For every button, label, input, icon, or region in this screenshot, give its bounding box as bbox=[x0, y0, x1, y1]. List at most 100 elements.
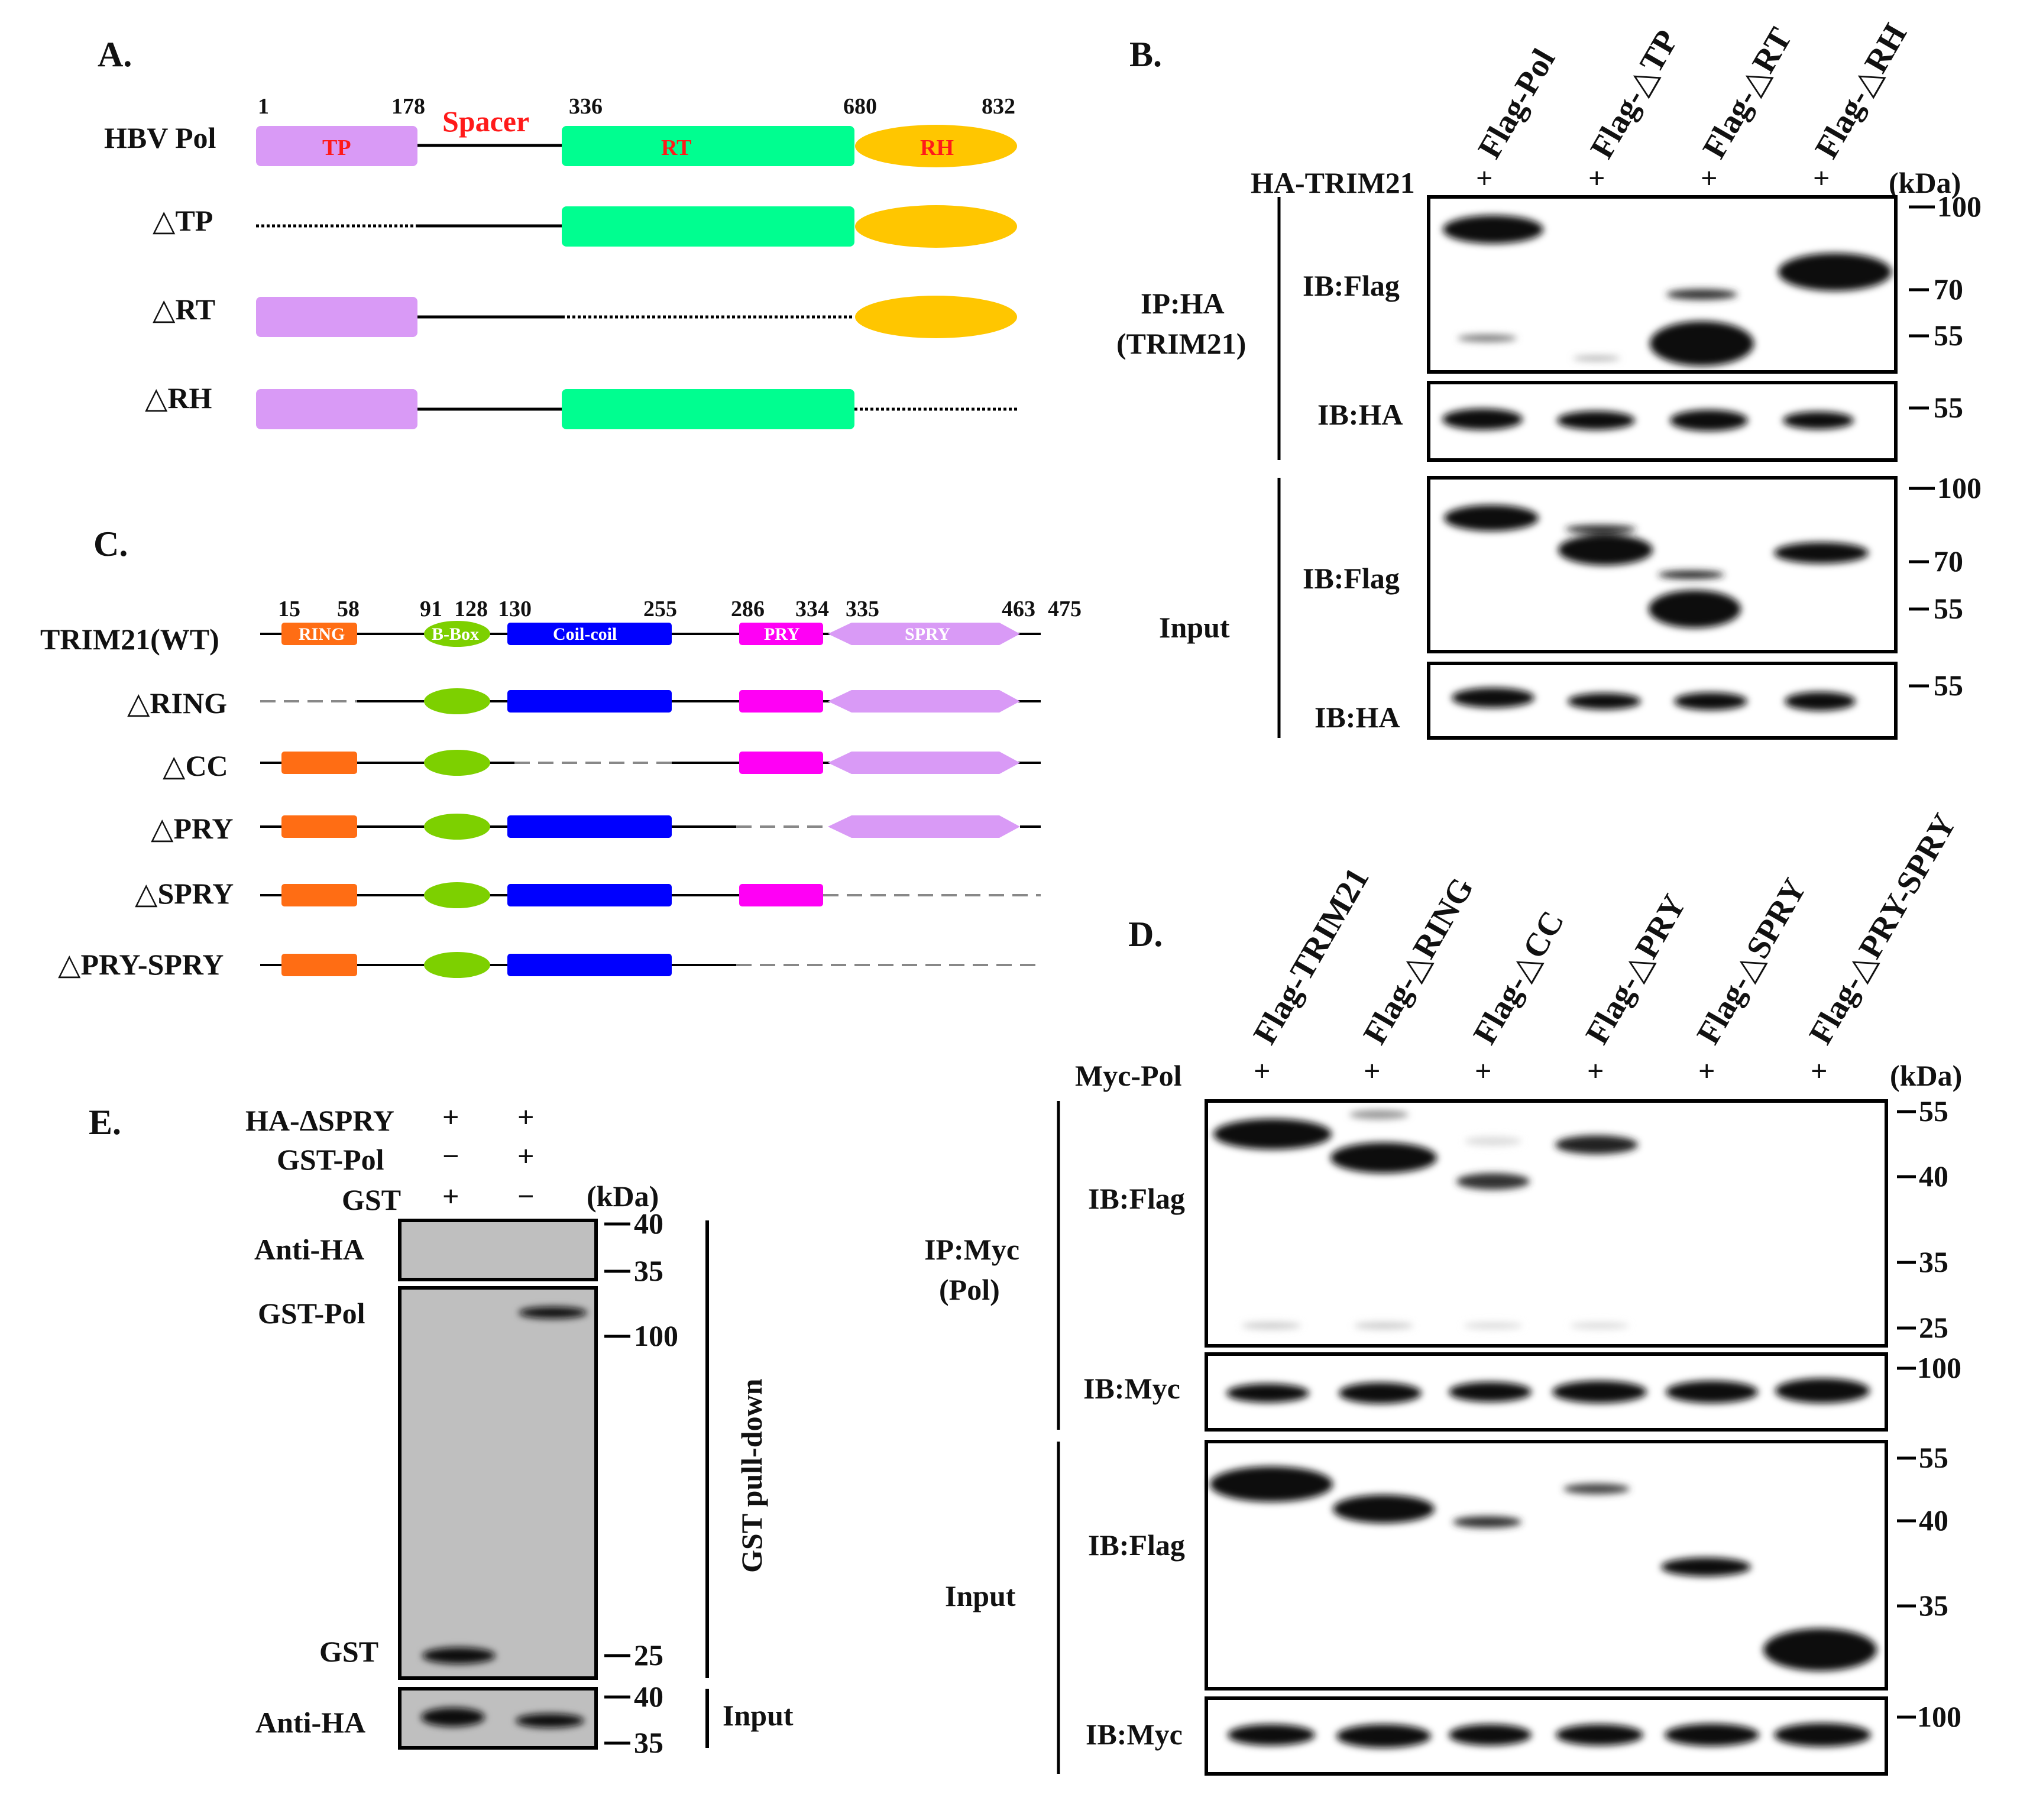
plus-sign: + bbox=[1475, 1054, 1492, 1087]
bbox-domain bbox=[424, 814, 490, 840]
blot-label: GST bbox=[319, 1635, 378, 1668]
marker-label: 35 bbox=[634, 1726, 663, 1759]
input-label: Input bbox=[723, 1699, 794, 1732]
marker-label: 100 bbox=[1937, 190, 1982, 223]
rt-domain-label: RT bbox=[661, 135, 691, 160]
sign: + bbox=[517, 1100, 535, 1134]
marker-label: 100 bbox=[634, 1319, 678, 1352]
lane-label: Flag-△CC bbox=[1466, 905, 1572, 1050]
marker-label: 35 bbox=[634, 1254, 663, 1287]
panel-c: C. 15 58 91 128 130 255 286 334 335 463 … bbox=[40, 524, 1082, 981]
pos-label: 58 bbox=[337, 597, 360, 621]
kda-label: (kDa) bbox=[587, 1180, 659, 1213]
spry-domain bbox=[828, 623, 1020, 645]
panel-a: A. 1 178 336 680 832 Spacer HBV Pol △TP … bbox=[98, 35, 1017, 429]
blot-label: IB:Flag bbox=[1088, 1182, 1185, 1215]
pos-label: 286 bbox=[731, 597, 765, 621]
row-label: △TP bbox=[153, 204, 213, 237]
sign: − bbox=[517, 1180, 535, 1213]
panel-a-label: A. bbox=[98, 35, 132, 74]
marker-label: 40 bbox=[1919, 1160, 1948, 1193]
coil-domain-label: Coil-coil bbox=[553, 624, 617, 644]
coil-domain bbox=[507, 690, 672, 713]
panel-e: E. HA-ΔSPRY + + GST-Pol − + GST + − (kDa… bbox=[89, 1100, 794, 1759]
row-label: △SPRY bbox=[135, 877, 234, 910]
pos-label: 475 bbox=[1048, 597, 1082, 621]
lane-label: Flag-△RH bbox=[1808, 18, 1914, 165]
blot-label: IB:Flag bbox=[1303, 269, 1400, 302]
plus-sign: + bbox=[1698, 1054, 1715, 1087]
lane-label: Flag-Pol bbox=[1471, 43, 1563, 164]
blot-label: GST-Pol bbox=[258, 1297, 365, 1330]
pry-domain bbox=[739, 623, 823, 645]
coil-domain bbox=[507, 623, 672, 645]
cotransfect-label: HA-TRIM21 bbox=[1251, 166, 1415, 199]
marker-label: 55 bbox=[1919, 1441, 1948, 1474]
pry-domain bbox=[739, 884, 823, 906]
marker-label: 40 bbox=[634, 1680, 663, 1713]
panel-b-label: B. bbox=[1129, 35, 1162, 74]
plus-sign: + bbox=[1587, 1054, 1604, 1087]
tp-domain-label: TP bbox=[322, 135, 351, 160]
ring-domain bbox=[281, 884, 357, 906]
blot-gst bbox=[398, 1286, 598, 1680]
rh-domain bbox=[855, 125, 1017, 167]
tp-domain bbox=[256, 297, 417, 337]
lane-label: Flag-△PRY bbox=[1579, 888, 1694, 1050]
ring-domain-label: RING bbox=[299, 624, 345, 644]
bbox-domain bbox=[424, 750, 490, 776]
rt-domain bbox=[562, 126, 854, 166]
markers-d: 55 40 35 25 100 55 40 35 100 bbox=[1897, 1094, 1961, 1733]
pos-label: 130 bbox=[498, 597, 532, 621]
pos-label: 335 bbox=[846, 597, 879, 621]
lane-label: Flag-△RT bbox=[1696, 22, 1799, 165]
row-label: △CC bbox=[163, 749, 228, 782]
pos-label: 680 bbox=[843, 94, 877, 119]
pos-label: 91 bbox=[420, 597, 442, 621]
sign: + bbox=[442, 1180, 459, 1213]
rh-domain bbox=[855, 296, 1017, 338]
rh-domain-label: RH bbox=[920, 135, 954, 160]
ring-domain bbox=[281, 752, 357, 774]
kda-label: (kDa) bbox=[1889, 166, 1961, 199]
coil-domain bbox=[507, 954, 672, 976]
pos-label: 463 bbox=[1002, 597, 1035, 621]
pry-domain bbox=[739, 690, 823, 713]
kda-label: (kDa) bbox=[1890, 1059, 1962, 1092]
marker-label: 55 bbox=[1934, 319, 1963, 352]
spry-domain bbox=[828, 690, 1020, 713]
rh-domain bbox=[855, 205, 1017, 248]
blot-label: IB:Flag bbox=[1303, 562, 1400, 595]
tp-domain bbox=[256, 389, 417, 429]
row-label: △RT bbox=[153, 293, 215, 326]
marker-label: 25 bbox=[634, 1638, 663, 1672]
plus-sign: + bbox=[1254, 1054, 1271, 1087]
blot-label: IB:Flag bbox=[1088, 1528, 1185, 1562]
ip-label: (TRIM21) bbox=[1116, 327, 1246, 360]
marker-label: 100 bbox=[1917, 1351, 1961, 1384]
row-label: △RING bbox=[127, 686, 227, 720]
lane-label: Flag-TRIM21 bbox=[1247, 862, 1377, 1050]
plus-sign: + bbox=[1588, 161, 1605, 195]
pos-label: 1 bbox=[258, 94, 269, 119]
row-label: △PRY-SPRY bbox=[58, 948, 224, 981]
blot-input-myc bbox=[1205, 1696, 1888, 1776]
blot-label: Anti-HA bbox=[254, 1233, 364, 1266]
lane-label: Flag-△RING bbox=[1356, 872, 1481, 1051]
lane-label: Flag-△TP bbox=[1584, 24, 1686, 164]
panel-d: D. Flag-TRIM21 Flag-△RING Flag-△CC Flag-… bbox=[924, 808, 1964, 1776]
ip-label: (Pol) bbox=[939, 1273, 1000, 1306]
pulldown-label: GST pull-down bbox=[735, 1378, 768, 1573]
coil-domain bbox=[507, 815, 672, 838]
marker-label: 100 bbox=[1937, 471, 1982, 504]
spry-domain bbox=[828, 752, 1020, 774]
sign: − bbox=[442, 1139, 459, 1173]
plus-sign: + bbox=[1364, 1054, 1381, 1087]
marker-label: 25 bbox=[1919, 1311, 1948, 1344]
markers-e: 40 35 100 25 40 35 bbox=[604, 1207, 678, 1759]
pos-label: 255 bbox=[643, 597, 677, 621]
lane-label: Flag-△PRY-SPRY bbox=[1802, 808, 1964, 1051]
blot-label: Anti-HA bbox=[255, 1706, 365, 1739]
bbox-domain bbox=[424, 621, 490, 647]
